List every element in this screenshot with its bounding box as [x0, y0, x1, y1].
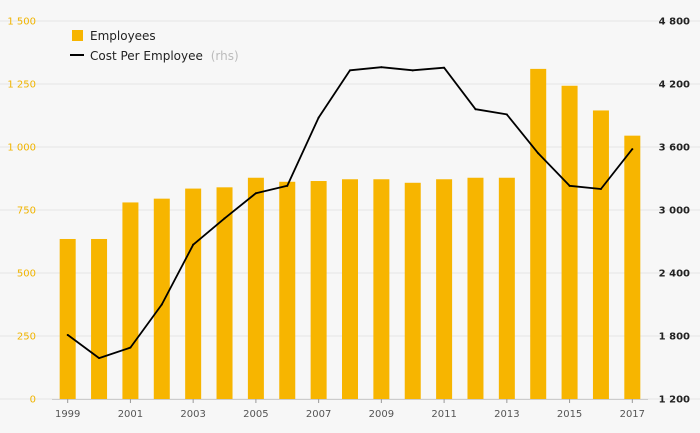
x-axis-ticks: 1999 2001 2003 2005 2007 2009 2011 2013 2015 2017	[52, 399, 648, 420]
bar-employees-2005	[247, 177, 264, 399]
point-cost-2003	[192, 243, 195, 246]
right-tick-label: 3 600	[659, 143, 690, 154]
legend-label-employees: Employees	[90, 29, 156, 43]
bar-employees-2016	[592, 110, 609, 400]
point-cost-2001	[129, 346, 132, 349]
bar-employees-2007	[310, 181, 327, 399]
point-cost-2006	[286, 184, 289, 187]
right-tick-label: 2 400	[659, 269, 690, 280]
bar-employees-2000	[91, 238, 108, 399]
x-tick-label: 2013	[494, 409, 519, 420]
bar-employees-1999	[59, 238, 76, 399]
point-cost-2017	[631, 148, 634, 151]
point-cost-2007	[317, 116, 320, 119]
cost-line-layer	[66, 66, 634, 360]
bar-employees-2011	[436, 179, 453, 399]
point-cost-2000	[98, 357, 101, 360]
bar-employees-2009	[373, 179, 390, 399]
bar-employees-2012	[467, 177, 484, 399]
bar-employees-2001	[122, 202, 139, 399]
left-tick-label: 250	[17, 332, 36, 343]
left-axis-ticks: 0 250 500 750 1 000 1 250 1 500	[7, 17, 36, 406]
legend-label-cost: Cost Per Employee	[90, 49, 203, 63]
right-tick-label: 1 800	[659, 332, 690, 343]
left-tick-label: 1 250	[7, 80, 36, 91]
point-cost-2010	[411, 69, 414, 72]
bar-employees-2010	[404, 182, 421, 399]
left-tick-label: 750	[17, 206, 36, 217]
bar-employees-2013	[498, 177, 515, 399]
x-tick-label: 2007	[306, 409, 331, 420]
x-tick-label: 2009	[369, 409, 394, 420]
point-cost-2014	[537, 152, 540, 155]
point-cost-2009	[380, 66, 383, 69]
right-tick-label: 4 200	[659, 80, 690, 91]
bar-employees-2014	[530, 68, 547, 399]
x-tick-label: 2015	[557, 409, 582, 420]
x-tick-label: 2005	[243, 409, 268, 420]
point-cost-1999	[66, 333, 69, 336]
point-cost-2011	[443, 66, 446, 69]
x-tick-label: 2003	[180, 409, 205, 420]
right-tick-label: 3 000	[659, 206, 690, 217]
legend: Employees Cost Per Employee (rhs)	[70, 29, 239, 63]
point-cost-2012	[474, 108, 477, 111]
x-tick-label: 1999	[55, 409, 80, 420]
point-cost-2002	[160, 303, 163, 306]
point-cost-2016	[599, 188, 602, 190]
point-cost-2008	[349, 69, 351, 72]
right-tick-label: 1 200	[659, 395, 690, 406]
x-tick-label: 2001	[118, 409, 143, 420]
point-cost-2013	[505, 113, 508, 116]
left-tick-label: 500	[17, 269, 36, 280]
point-cost-2005	[254, 192, 257, 195]
bar-employees-2004	[216, 187, 233, 399]
legend-label-cost-group: Cost Per Employee (rhs)	[90, 49, 239, 63]
legend-swatch-employees	[72, 30, 83, 41]
bar-employees-2015	[561, 85, 578, 399]
bar-employees-2017	[624, 135, 641, 399]
left-tick-label: 1 000	[7, 143, 36, 154]
x-tick-label: 2017	[620, 409, 645, 420]
right-tick-label: 4 800	[659, 17, 690, 28]
point-cost-2015	[568, 184, 571, 187]
employee-bars	[59, 68, 641, 400]
bar-employees-2002	[153, 198, 170, 399]
bar-employees-2006	[279, 181, 296, 399]
left-tick-label: 1 500	[7, 17, 36, 28]
legend-note-rhs: (rhs)	[211, 49, 239, 63]
bar-employees-2008	[342, 179, 358, 399]
point-cost-2004	[223, 217, 226, 220]
bar-employees-2003	[185, 188, 202, 399]
right-axis-ticks: 1 200 1 800 2 400 3 000 3 600 4 200 4 800	[659, 17, 690, 406]
left-tick-label: 0	[30, 395, 36, 406]
x-tick-label: 2011	[431, 409, 456, 420]
